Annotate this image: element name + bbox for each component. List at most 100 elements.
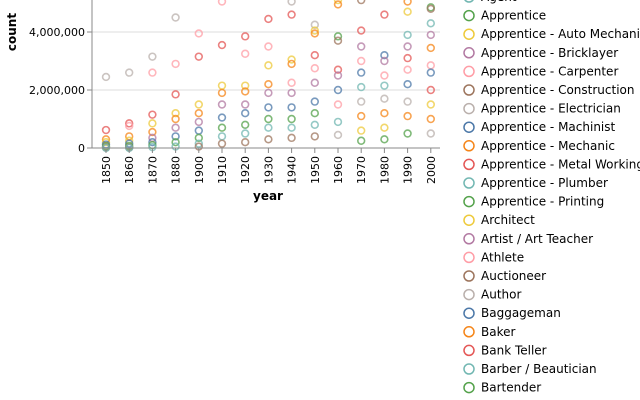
data-point xyxy=(426,129,435,138)
legend-symbol xyxy=(463,65,475,78)
data-point xyxy=(357,56,366,66)
legend-label: Baker xyxy=(481,325,515,339)
legend-symbol xyxy=(463,251,475,264)
legend-item[interactable]: Athlete xyxy=(463,250,524,264)
data-point xyxy=(217,88,227,98)
data-point xyxy=(357,42,366,51)
y-tick-label: 2,000,000 xyxy=(29,84,85,97)
data-point xyxy=(148,110,157,119)
legend-item[interactable]: Author xyxy=(463,288,521,302)
x-tick-label: 1970 xyxy=(355,156,368,184)
data-point xyxy=(310,20,319,29)
data-point xyxy=(264,42,273,51)
data-point xyxy=(148,52,157,61)
legend-label: Apprentice - Construction xyxy=(481,83,635,97)
data-point xyxy=(310,120,319,130)
data-point xyxy=(357,111,366,121)
data-point xyxy=(426,100,435,109)
data-point xyxy=(380,81,389,90)
legend-symbol xyxy=(463,47,475,59)
data-point xyxy=(217,81,227,90)
data-point xyxy=(264,103,273,112)
legend-item[interactable]: Bank Teller xyxy=(463,343,547,357)
x-tick-label: 1960 xyxy=(332,156,345,184)
x-tick-label: 2000 xyxy=(425,156,438,184)
legend-item[interactable]: Apprentice - Mechanic xyxy=(463,139,615,153)
data-point xyxy=(287,133,296,143)
legend-symbol xyxy=(463,177,475,189)
data-point xyxy=(171,138,180,147)
data-point xyxy=(380,10,389,19)
legend-label: Agent xyxy=(481,0,517,4)
data-point xyxy=(380,135,389,144)
legend-item[interactable]: Apprentice xyxy=(463,9,546,23)
data-point xyxy=(194,133,204,143)
data-point xyxy=(264,135,273,144)
data-point xyxy=(171,59,180,69)
legend-symbol xyxy=(463,381,475,394)
data-point xyxy=(426,43,435,53)
data-point xyxy=(241,87,250,96)
legend-item[interactable]: Apprentice - Construction xyxy=(463,83,635,97)
data-point xyxy=(333,130,343,140)
legend-item[interactable]: Baggageman xyxy=(463,306,561,320)
data-point xyxy=(124,121,134,131)
legend-item[interactable]: Bartender xyxy=(463,381,541,395)
data-point xyxy=(101,72,111,82)
data-point xyxy=(264,88,273,98)
legend-symbol xyxy=(464,0,474,3)
data-point xyxy=(287,103,296,112)
data-point xyxy=(380,56,389,66)
data-point xyxy=(264,61,273,70)
data-point xyxy=(333,65,343,74)
data-point xyxy=(426,30,435,40)
legend-item[interactable]: Barber / Beautician xyxy=(463,362,597,376)
data-point xyxy=(357,97,366,106)
x-tick-label: 1990 xyxy=(402,156,415,184)
legend-item[interactable]: Apprentice - Carpenter xyxy=(463,64,618,78)
data-point xyxy=(426,85,435,95)
x-tick-label: 1950 xyxy=(309,156,322,184)
legend-symbol xyxy=(463,344,475,357)
legend-item[interactable]: Artist / Art Teacher xyxy=(463,232,593,246)
data-point xyxy=(194,52,204,61)
legend-symbol xyxy=(463,28,475,40)
legend-item[interactable]: Apprentice - Machinist xyxy=(463,120,616,134)
x-tick-label: 1860 xyxy=(123,156,136,184)
legend-symbol xyxy=(463,233,475,245)
data-point xyxy=(403,0,412,6)
data-point xyxy=(171,123,180,132)
data-point xyxy=(148,68,157,77)
legend-item[interactable]: Agent xyxy=(464,0,517,4)
legend-item[interactable]: Apprentice - Auto Mechanic xyxy=(463,27,640,41)
data-point xyxy=(217,132,227,141)
legend-label: Apprentice - Plumber xyxy=(481,176,608,190)
data-point xyxy=(333,32,343,41)
legend-label: Athlete xyxy=(481,250,524,264)
legend-symbol xyxy=(463,9,475,22)
legend-item[interactable]: Architect xyxy=(463,213,535,227)
legend-symbol xyxy=(463,195,475,208)
x-tick-label: 1980 xyxy=(378,156,391,184)
data-point xyxy=(333,0,343,9)
legend-label: Apprentice - Machinist xyxy=(481,120,616,134)
data-point xyxy=(357,126,366,135)
legend-item[interactable]: Apprentice - Plumber xyxy=(463,176,608,190)
legend-item[interactable]: Auctioneer xyxy=(463,269,546,283)
legend-item[interactable]: Apprentice - Printing xyxy=(463,195,604,209)
legend-item[interactable]: Baker xyxy=(463,325,515,339)
legend-item[interactable]: Apprentice - Electrician xyxy=(463,102,621,116)
data-point xyxy=(310,97,319,106)
data-point xyxy=(124,68,134,77)
data-point xyxy=(217,113,227,122)
legend-symbol xyxy=(463,84,475,96)
data-point xyxy=(380,71,389,80)
legend-label: Apprentice - Metal Working xyxy=(481,157,640,171)
legend-symbol xyxy=(463,121,475,133)
legend-item[interactable]: Apprentice - Metal Working xyxy=(463,157,640,171)
data-point xyxy=(194,29,204,38)
data-point xyxy=(287,55,296,64)
data-point xyxy=(217,123,227,132)
legend-item[interactable]: Apprentice - Bricklayer xyxy=(463,46,618,60)
data-point xyxy=(310,29,319,38)
